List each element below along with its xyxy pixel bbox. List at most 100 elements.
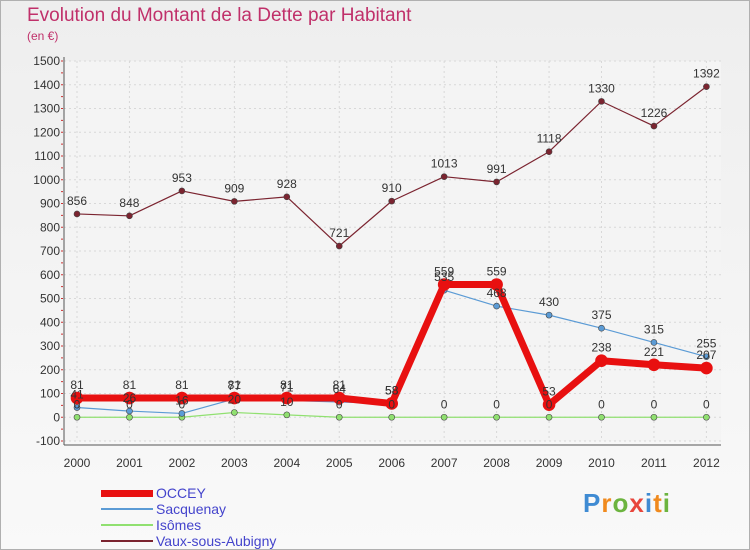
data-point-vaux-sous-aubigny: [73, 210, 81, 218]
data-point-is-mes: [650, 413, 658, 421]
data-label-is-mes: 0: [74, 397, 81, 411]
data-label-sacquenay: 315: [644, 322, 664, 336]
data-point-vaux-sous-aubigny: [703, 83, 710, 90]
data-point-vaux-sous-aubigny: [598, 98, 605, 105]
data-point-occey: [332, 391, 346, 405]
data-label-sacquenay: 41: [70, 388, 84, 402]
data-point-is-mes: [493, 413, 500, 421]
data-label-sacquenay: 64: [333, 382, 347, 396]
data-point-is-mes: [283, 411, 291, 419]
data-point-occey: [175, 391, 189, 405]
x-tick-label: 2012: [693, 456, 720, 470]
x-tick-label: 2001: [116, 456, 143, 470]
data-label-is-mes: 0: [126, 397, 133, 411]
data-label-vaux-sous-aubigny: 856: [67, 194, 87, 208]
data-point-occey: [385, 397, 399, 410]
x-tick-label: 2002: [169, 456, 196, 470]
x-tick-label: 2010: [588, 456, 615, 470]
x-tick-label: 2011: [641, 456, 667, 470]
data-label-vaux-sous-aubigny: 1226: [641, 106, 668, 120]
data-point-occey: [542, 398, 556, 411]
data-point-is-mes: [388, 413, 396, 421]
legend-swatch: [101, 540, 153, 542]
data-label-is-mes: 0: [493, 397, 500, 411]
data-point-occey: [647, 358, 661, 372]
data-point-is-mes: [598, 413, 605, 421]
data-label-is-mes: 0: [336, 397, 343, 411]
data-point-vaux-sous-aubigny: [493, 178, 500, 186]
data-label-is-mes: 0: [598, 397, 605, 411]
data-point-sacquenay: [598, 324, 605, 332]
data-point-occey: [280, 391, 294, 405]
data-point-is-mes: [545, 413, 553, 421]
data-label-occey: 559: [434, 264, 454, 278]
data-point-vaux-sous-aubigny: [440, 173, 448, 180]
data-label-is-mes: 0: [179, 397, 186, 411]
data-point-vaux-sous-aubigny: [231, 198, 238, 205]
data-point-vaux-sous-aubigny: [335, 242, 343, 250]
data-point-sacquenay: [703, 353, 710, 360]
data-label-occey: 53: [542, 385, 556, 399]
data-label-is-mes: 10: [280, 395, 294, 409]
data-label-sacquenay: 71: [280, 380, 294, 394]
data-point-occey: [437, 278, 451, 291]
x-tick-label: 2005: [326, 456, 353, 470]
data-label-sacquenay: 468: [487, 286, 507, 300]
data-label-vaux-sous-aubigny: 928: [277, 177, 297, 191]
data-label-vaux-sous-aubigny: 1118: [537, 132, 562, 146]
data-label-vaux-sous-aubigny: 721: [329, 226, 349, 240]
logo-letter: x: [629, 488, 645, 518]
y-tick-label: -100: [36, 434, 60, 448]
data-point-is-mes: [73, 413, 81, 421]
data-label-occey: 81: [70, 378, 84, 392]
data-label-is-mes: 20: [228, 393, 242, 407]
data-label-sacquenay: 375: [591, 308, 611, 322]
data-point-sacquenay: [493, 302, 500, 310]
data-point-vaux-sous-aubigny: [388, 197, 396, 205]
data-point-sacquenay: [545, 311, 553, 319]
data-label-vaux-sous-aubigny: 910: [382, 181, 402, 195]
data-label-is-mes: 0: [703, 397, 710, 411]
y-tick-label: 900: [40, 197, 60, 211]
y-tick-label: 1500: [33, 54, 60, 68]
data-label-is-mes: 0: [388, 397, 395, 411]
data-point-occey: [700, 361, 713, 375]
data-point-is-mes: [126, 413, 133, 421]
data-label-occey: 58: [385, 383, 399, 397]
data-label-is-mes: 0: [651, 397, 658, 411]
x-tick-label: 2008: [483, 456, 510, 470]
y-tick-label: 200: [40, 363, 60, 377]
y-tick-label: 300: [40, 339, 60, 353]
data-label-occey: 81: [333, 378, 347, 392]
logo-letter: i: [644, 488, 654, 518]
data-point-sacquenay: [126, 407, 133, 415]
data-label-occey: 207: [696, 348, 716, 362]
data-point-vaux-sous-aubigny: [283, 193, 291, 201]
data-label-sacquenay: 16: [175, 393, 189, 407]
plot-area: [64, 61, 721, 441]
logo-letter: i: [662, 488, 671, 518]
y-tick-label: 800: [40, 220, 60, 234]
data-label-sacquenay: 255: [696, 337, 716, 351]
data-point-occey: [123, 391, 136, 405]
logo-letter: t: [653, 488, 663, 518]
legend-label: Isômes: [156, 517, 202, 533]
y-tick-label: 700: [40, 244, 60, 258]
y-tick-label: 1000: [33, 173, 60, 187]
x-tick-label: 2000: [64, 456, 91, 470]
legend-label: Sacquenay: [156, 501, 227, 517]
y-tick-label: 100: [40, 387, 60, 401]
y-tick-label: 400: [40, 315, 60, 329]
logo-letter: r: [601, 488, 613, 518]
legend-label: OCCEY: [156, 485, 206, 501]
y-tick-label: 1200: [33, 125, 60, 139]
data-label-is-mes: 0: [546, 397, 553, 411]
data-label-sacquenay: 26: [123, 391, 137, 405]
chart-title: Evolution du Montant de la Dette par Hab…: [27, 5, 412, 26]
y-tick-label: 500: [40, 292, 60, 306]
data-label-sacquenay: 430: [539, 295, 559, 309]
x-tick-label: 2003: [221, 456, 248, 470]
data-label-vaux-sous-aubigny: 991: [487, 162, 507, 176]
data-point-occey: [228, 391, 241, 405]
